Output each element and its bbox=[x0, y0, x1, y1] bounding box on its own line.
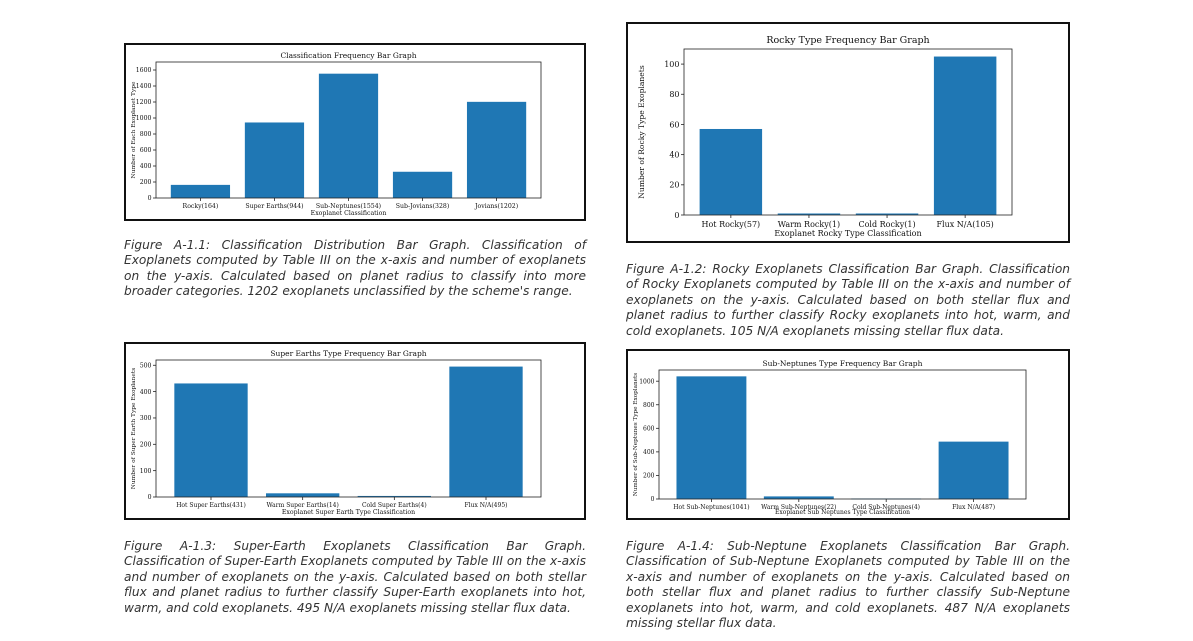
y-tick-label: 400 bbox=[140, 389, 152, 396]
x-tick-label-cold-rocky-1: Cold Rocky(1) bbox=[858, 220, 915, 229]
y-tick-label: 0 bbox=[148, 195, 152, 202]
y-tick-label: 1000 bbox=[136, 115, 152, 122]
y-axis-label: Number of Each Exoplanet Type bbox=[131, 81, 137, 178]
chart-frame-sub-neptunes: Sub-Neptunes Type Frequency Bar Graph 0 20… bbox=[626, 349, 1070, 520]
chart-frame-rocky: Rocky Type Frequency Bar Graph 0 20 40 60 80 1… bbox=[626, 22, 1070, 243]
bar-warm-rocky-1 bbox=[777, 213, 841, 215]
chart-title: Classification Frequency Bar Graph bbox=[280, 51, 416, 60]
y-tick-label: 400 bbox=[140, 163, 152, 170]
x-axis-label: Exoplanet Classification bbox=[311, 210, 387, 217]
plot-area-frame bbox=[683, 48, 1013, 216]
chart-frame-super-earths: Super Earths Type Frequency Bar Graph 0 10… bbox=[124, 342, 586, 520]
x-tick-label-warm-sub-neptunes-22: Warm Sub-Neptunes(22) bbox=[761, 504, 836, 511]
bar-hot-rocky-57 bbox=[699, 128, 763, 215]
y-tick-label: 60 bbox=[669, 120, 679, 129]
x-tick-label-warm-super-earths-14: Warm Super Earths(14) bbox=[267, 502, 339, 509]
y-tick-label: 200 bbox=[140, 441, 152, 448]
chart-frame-classification: Classification Frequency Bar Graph 0 200 40… bbox=[124, 43, 586, 221]
x-axis-label: Exoplanet Sub Neptunes Type Classificati… bbox=[775, 509, 910, 516]
y-tick-label: 500 bbox=[140, 362, 152, 369]
chart-title: Rocky Type Frequency Bar Graph bbox=[766, 35, 929, 46]
figure-caption-a-1-1: Figure A-1.1: Classification Distributio… bbox=[124, 238, 586, 299]
bar-cold-super-earths-4 bbox=[357, 495, 431, 497]
bar-warm-sub-neptunes-22 bbox=[763, 496, 834, 499]
y-axis-label: Number of Sub-Neptunes Type Exoplanets bbox=[633, 373, 639, 496]
chart-title: Super Earths Type Frequency Bar Graph bbox=[270, 349, 426, 358]
y-tick-label: 20 bbox=[669, 181, 679, 190]
bar-super-earths-944 bbox=[244, 122, 305, 198]
x-tick-label-hot-rocky-57: Hot Rocky(57) bbox=[702, 220, 761, 229]
y-tick-label: 40 bbox=[669, 150, 679, 159]
y-tick-label: 1400 bbox=[136, 83, 152, 90]
x-tick-label-sub-jovians-328: Sub-Jovians(328) bbox=[396, 203, 449, 210]
chart-classification: Classification Frequency Bar Graph 0 200 40… bbox=[131, 51, 542, 217]
bar-sub-jovians-328 bbox=[392, 171, 453, 198]
y-tick-label: 1200 bbox=[136, 99, 152, 106]
y-tick-label: 800 bbox=[140, 131, 152, 138]
bar-hot-sub-neptunes-1041 bbox=[676, 376, 747, 499]
bar-flux-n-a-495 bbox=[449, 366, 523, 497]
x-tick-label-flux-n-a-487: Flux N/A(487) bbox=[952, 504, 995, 511]
x-tick-label-jovians-1202: Jovians(1202) bbox=[474, 203, 518, 210]
y-axis-label: Number of Super Earth Type Exoplanets bbox=[131, 368, 137, 490]
figure-caption-a-1-4: Figure A-1.4: Sub-Neptune Exoplanets Cla… bbox=[626, 539, 1070, 631]
x-tick-label-hot-sub-neptunes-1041: Hot Sub-Neptunes(1041) bbox=[673, 504, 749, 511]
bar-sub-neptunes-1554 bbox=[318, 73, 379, 198]
y-tick-label: 0 bbox=[148, 494, 152, 501]
chart-rocky: Rocky Type Frequency Bar Graph 0 20 40 60 80 1… bbox=[637, 35, 1013, 238]
x-tick-label-sub-neptunes-1554: Sub-Neptunes(1554) bbox=[316, 203, 381, 210]
y-axis-label: Number of Rocky Type Exoplanets bbox=[637, 65, 646, 199]
bar-rocky-164 bbox=[170, 184, 231, 198]
x-axis-label: Exoplanet Rocky Type Classification bbox=[774, 229, 921, 238]
y-tick-label: 800 bbox=[643, 402, 655, 409]
x-tick-label-super-earths-944: Super Earths(944) bbox=[245, 203, 303, 210]
chart-sub-neptunes: Sub-Neptunes Type Frequency Bar Graph 0 20… bbox=[633, 359, 1027, 516]
y-tick-label: 1600 bbox=[136, 67, 152, 74]
y-tick-label: 100 bbox=[664, 60, 679, 69]
y-tick-label: 80 bbox=[669, 90, 679, 99]
y-tick-label: 600 bbox=[140, 147, 152, 154]
bar-jovians-1202 bbox=[466, 101, 527, 198]
y-tick-label: 0 bbox=[674, 211, 679, 220]
figure-caption-a-1-2: Figure A-1.2: Rocky Exoplanets Classific… bbox=[626, 262, 1070, 338]
y-tick-label: 400 bbox=[643, 449, 655, 456]
x-tick-label-flux-n-a-105: Flux N/A(105) bbox=[936, 220, 993, 229]
y-tick-label: 100 bbox=[140, 468, 152, 475]
x-tick-label-cold-super-earths-4: Cold Super Earths(4) bbox=[362, 502, 427, 509]
y-tick-label: 200 bbox=[140, 179, 152, 186]
x-tick-label-rocky-164: Rocky(164) bbox=[183, 203, 219, 210]
plot-area-frame bbox=[658, 369, 1027, 500]
x-tick-label-cold-sub-neptunes-4: Cold Sub-Neptunes(4) bbox=[852, 504, 920, 511]
bar-hot-super-earths-431 bbox=[174, 383, 248, 497]
x-tick-label-warm-rocky-1: Warm Rocky(1) bbox=[778, 220, 840, 229]
bar-cold-rocky-1 bbox=[855, 213, 919, 215]
bar-flux-n-a-105 bbox=[933, 56, 997, 215]
y-tick-label: 300 bbox=[140, 415, 152, 422]
chart-super-earths: Super Earths Type Frequency Bar Graph 0 10… bbox=[131, 349, 542, 516]
figure-caption-a-1-3: Figure A-1.3: Super-Earth Exoplanets Cla… bbox=[124, 539, 586, 615]
chart-title: Sub-Neptunes Type Frequency Bar Graph bbox=[763, 359, 923, 368]
bar-warm-super-earths-14 bbox=[266, 493, 340, 497]
y-tick-label: 0 bbox=[651, 496, 655, 503]
x-tick-label-flux-n-a-495: Flux N/A(495) bbox=[465, 502, 508, 509]
y-tick-label: 200 bbox=[643, 473, 655, 480]
x-axis-label: Exoplanet Super Earth Type Classificatio… bbox=[282, 509, 415, 516]
x-tick-label-hot-super-earths-431: Hot Super Earths(431) bbox=[176, 502, 246, 509]
bar-flux-n-a-487 bbox=[938, 441, 1009, 499]
y-tick-label: 600 bbox=[643, 425, 655, 432]
y-tick-label: 1000 bbox=[639, 378, 654, 385]
plot-area-frame bbox=[155, 359, 542, 498]
